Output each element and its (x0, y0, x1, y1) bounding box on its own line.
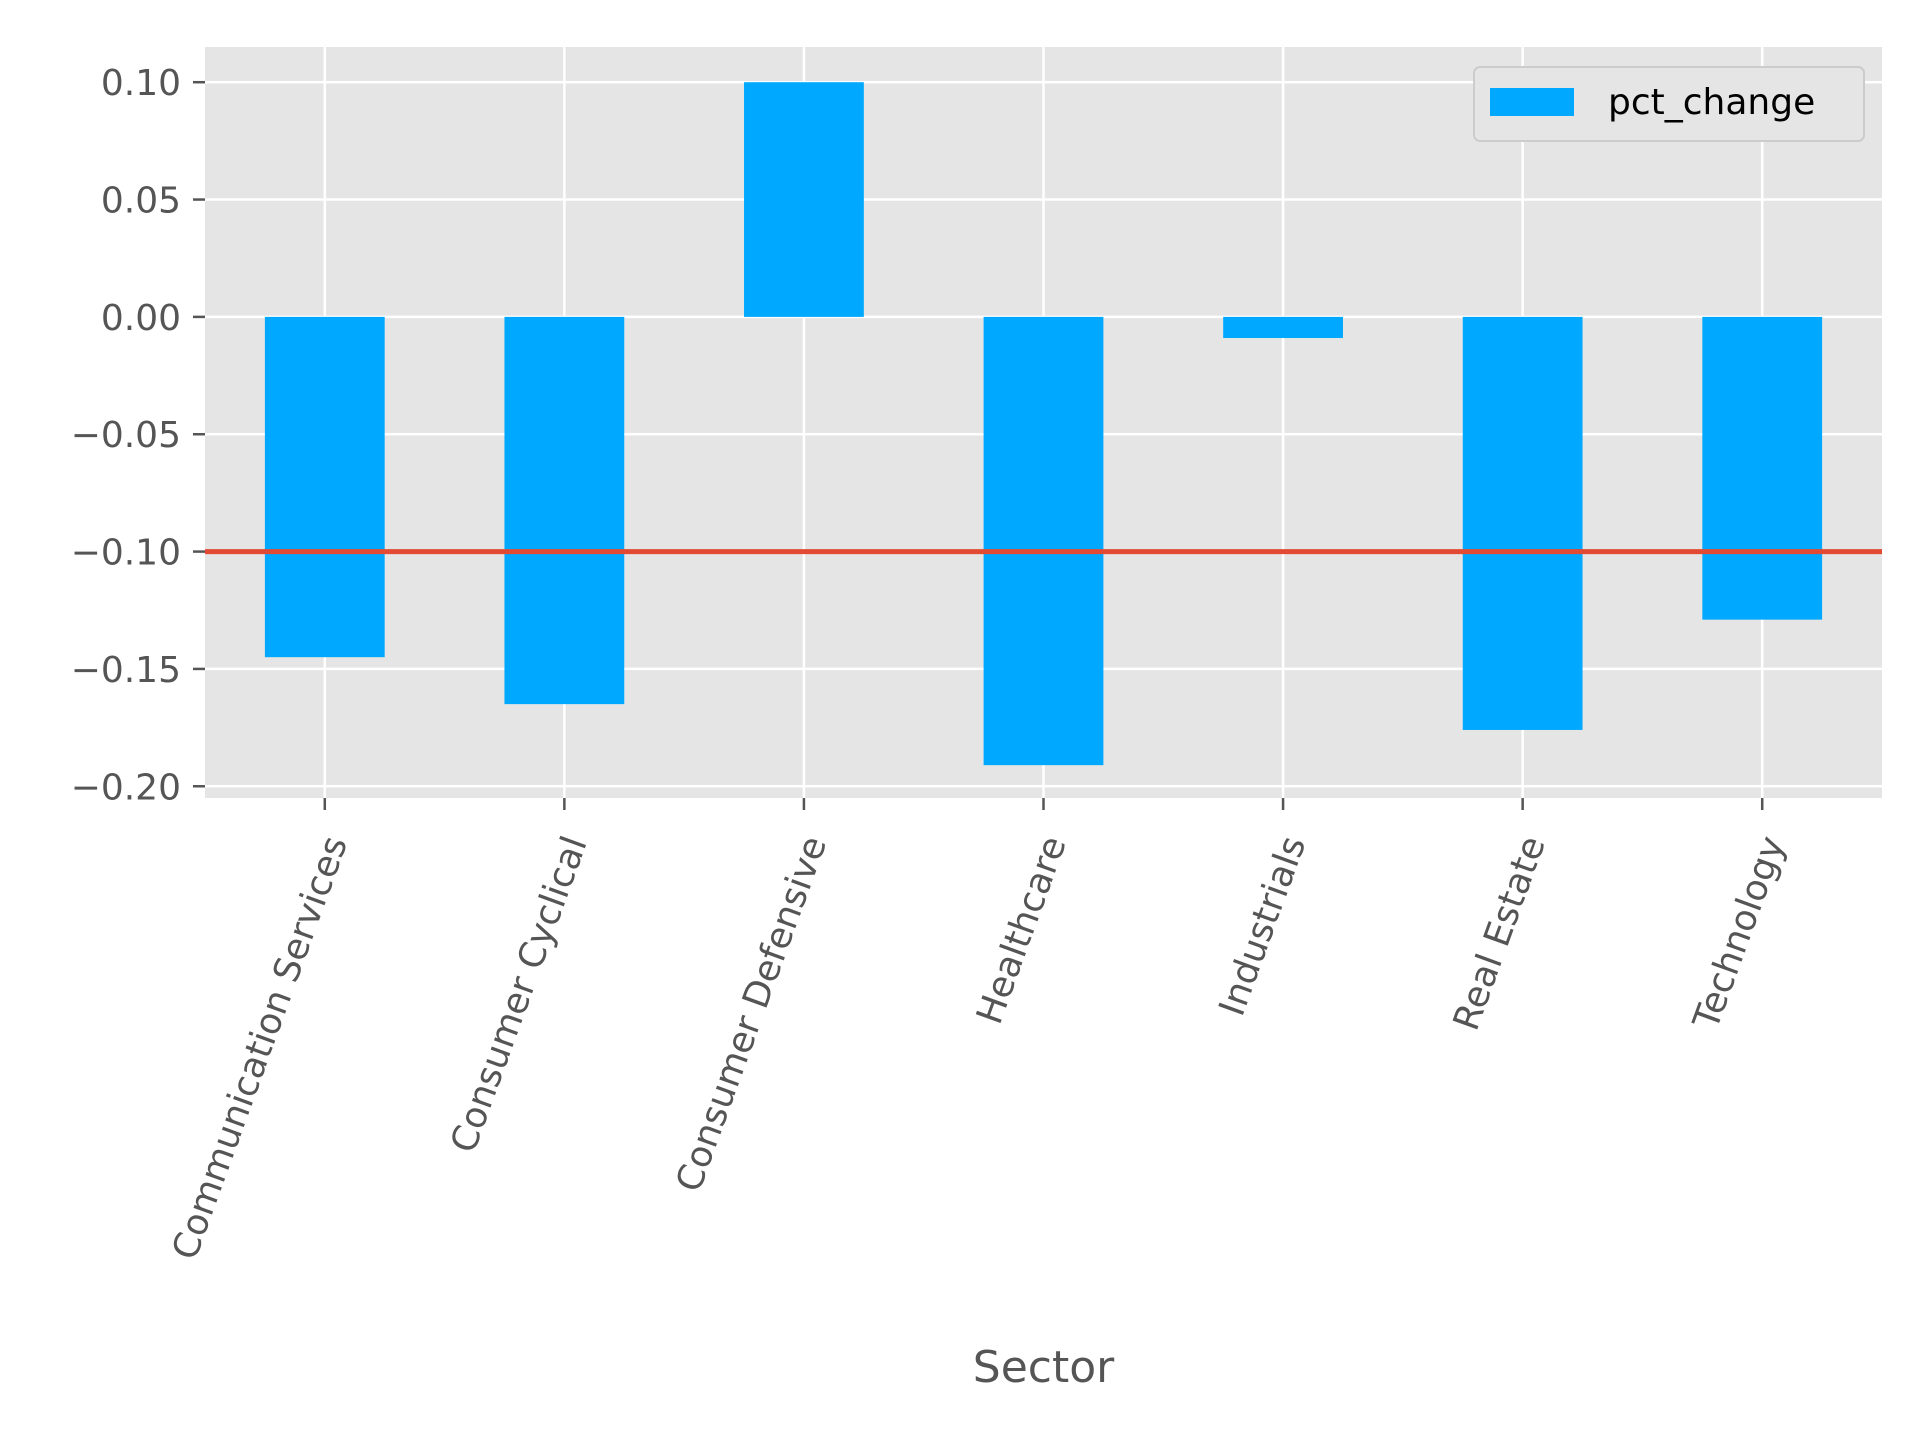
y-tick-label: −0.15 (71, 650, 181, 691)
bar (1702, 316, 1823, 620)
y-tick-label: 0.10 (101, 63, 181, 104)
x-tick-label: Real Estate (1446, 831, 1554, 1036)
bar (983, 316, 1104, 766)
y-tick-label: −0.20 (71, 767, 181, 808)
bar (1223, 316, 1343, 339)
y-tick-label: −0.05 (71, 415, 181, 456)
y-tick-label: −0.10 (71, 533, 181, 574)
bar (1462, 316, 1583, 730)
x-tick-label: Industrials (1212, 831, 1315, 1021)
y-tick-label: 0.05 (101, 181, 181, 222)
x-tick-label: Consumer Defensive (668, 831, 835, 1197)
legend-label: pct_change (1608, 82, 1815, 123)
bar (744, 82, 864, 317)
x-tick-label: Consumer Cyclical (443, 831, 595, 1158)
x-axis-title: Sector (973, 1342, 1115, 1393)
bar (264, 316, 385, 658)
legend-swatch (1490, 88, 1574, 116)
legend: pct_change (1473, 66, 1865, 142)
bars (264, 82, 1823, 766)
x-tick-label: Communication Services (165, 831, 356, 1265)
x-tick-label: Technology (1686, 831, 1794, 1035)
x-axis: Communication Services Consumer Cyclical C… (165, 798, 1794, 1265)
legend-box (1473, 66, 1865, 142)
x-tick-label: Healthcare (969, 831, 1075, 1029)
y-tick-label: 0.00 (101, 298, 181, 339)
bar (504, 316, 625, 705)
y-axis: 0.10 0.05 0.00 −0.05 −0.10 −0.15 −0.20 (71, 63, 205, 808)
